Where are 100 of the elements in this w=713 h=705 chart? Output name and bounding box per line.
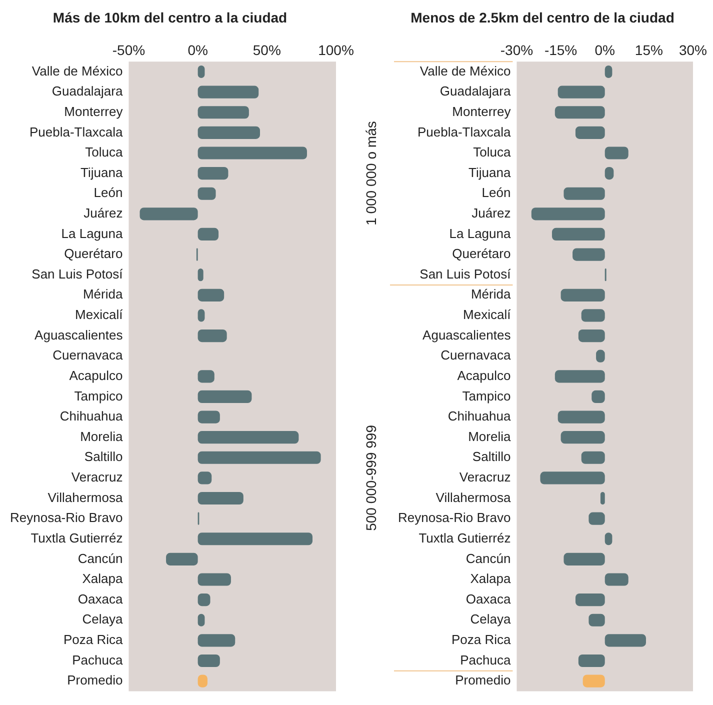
y-tick-label: Valle de México [420,63,511,78]
y-tick-label: Oaxaca [466,591,512,606]
bar [560,288,605,302]
bar [604,634,646,647]
y-tick-label: Poza Rica [63,632,124,648]
y-tick-label: Monterrey [452,104,512,119]
x-tick-label: -30% [500,42,534,58]
bar [198,532,313,546]
y-tick-label: Tijuana [468,164,512,180]
bar [198,451,321,464]
y-tick-label: Querétaro [452,246,511,262]
x-tick-label: 50% [252,42,281,58]
bar [572,248,605,261]
y-tick-label: Poza Rica [451,632,512,648]
y-tick-label: Morelia [80,428,124,444]
y-tick-label: Xalapa [82,571,124,586]
bar [540,472,605,484]
bar [198,228,219,241]
y-tick-label: Juárez [472,206,511,220]
y-tick-label: Toluca [473,144,512,160]
y-tick-label: Juárez [84,206,123,220]
bar [578,654,605,668]
bar [581,309,605,322]
x-tick-label: 30% [678,42,708,58]
bar [582,674,605,688]
bar [558,86,605,98]
y-tick-label: Valle de México [32,63,123,78]
y-tick-label: Pachuca [460,652,512,668]
y-tick-label: Puebla-Tlaxcala [417,124,512,140]
chart-title: Menos de 2.5km del centro de la ciudad [410,9,674,26]
bar [198,573,231,586]
y-tick-label: León [482,185,511,200]
text: 500 000-999 999 [362,424,379,531]
y-tick-label: Tampico [74,388,123,404]
y-tick-label: Chihuahua [60,408,124,424]
bar [604,573,628,586]
x-tick-label: 0% [594,42,615,58]
y-tick-label: Promedio [455,672,511,688]
bar [198,390,252,404]
y-tick-label: Celaya [82,612,124,627]
y-tick-label: Xalapa [470,571,512,586]
bar [198,329,227,342]
y-tick-label: Morelia [468,428,512,444]
y-tick-label: Aguascalientes [422,327,512,342]
bar [575,594,605,606]
bar [531,208,605,220]
bar [564,552,605,566]
bar [198,126,260,139]
y-tick-label: La Laguna [61,226,124,241]
y-tick-label: Puebla-Tlaxcala [29,124,124,140]
y-tick-label: San Luis Potosí [420,266,512,282]
y-tick-label: Mérida [82,286,124,302]
y-tick-label: Tijuana [80,164,124,180]
y-tick-label: Tampico [462,388,511,404]
y-tick-label: Monterrey [64,104,124,119]
y-tick-label: Saltillo [84,449,123,464]
y-tick-label: Acapulco [457,368,511,383]
y-tick-label: Cuernavaca [52,348,124,363]
y-tick-label: Tuxtla Gutierréz [418,530,511,546]
y-tick-label: Mexicalí [75,307,124,322]
y-tick-label: Guadalajara [52,84,124,99]
y-tick-label: Cancún [466,550,511,566]
x-tick-label: 100% [318,42,354,58]
y-tick-label: Querétaro [64,246,123,262]
bar [166,552,198,566]
y-tick-label: Villahermosa [436,490,512,505]
text: 1 000 000 o más [362,121,379,226]
bar [198,634,236,647]
y-tick-label: Cuernavaca [440,348,512,363]
y-tick-label: Reynosa-Rio Bravo [398,510,511,526]
bar [198,410,220,424]
y-tick-label: Cancún [78,550,123,566]
bar [198,167,228,180]
bar [198,187,216,200]
y-tick-label: Mexicalí [463,307,512,322]
bar [560,431,605,444]
x-tick-label: 15% [634,42,663,58]
y-tick-label: Reynosa-Rio Bravo [10,510,123,526]
y-tick-label: Promedio [67,672,123,688]
bar [198,654,220,668]
y-tick-label: Celaya [470,612,512,627]
x-tick-label: 0% [188,42,208,58]
bar [558,410,605,424]
bar [578,329,605,342]
y-tick-label: Guadalajara [440,84,512,99]
y-tick-label: Oaxaca [78,591,124,606]
y-tick-label: Veracruz [71,470,123,485]
bar [581,451,605,464]
y-tick-label: Mérida [470,286,512,302]
y-tick-label: Toluca [85,144,124,160]
y-tick-label: Aguascalientes [34,327,124,342]
y-tick-label: Saltillo [472,449,511,464]
y-tick-label: San Luis Potosí [32,266,124,282]
chart-title: Más de 10km del centro a la ciudad [52,9,288,26]
y-tick-label: Villahermosa [48,490,124,505]
bar [198,288,224,302]
bar [554,370,605,383]
bar [198,492,244,505]
x-tick-label: -50% [112,42,146,58]
bar [198,106,249,119]
